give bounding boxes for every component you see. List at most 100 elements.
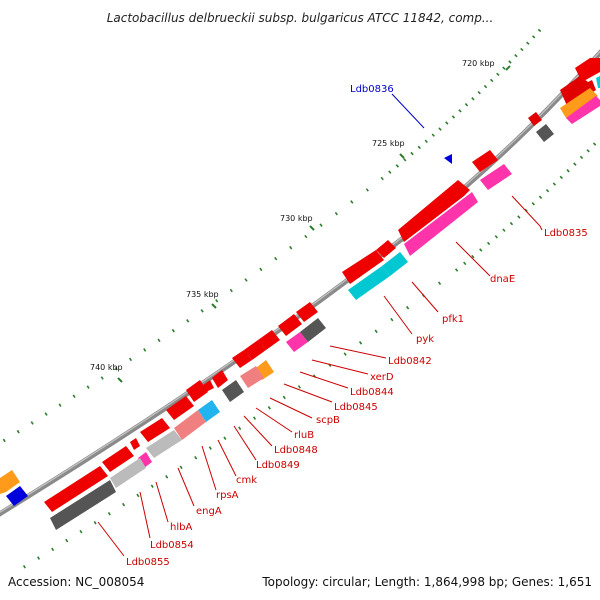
gene-feature[interactable] <box>6 486 28 506</box>
gene-feature-pfk1[interactable] <box>382 252 408 276</box>
gene-feature-scpb[interactable] <box>222 380 244 402</box>
tick-dot <box>514 54 518 58</box>
gene-label-ldb0848[interactable]: Ldb0848 <box>274 445 318 456</box>
gene-label-rlub[interactable]: rluB <box>294 430 314 441</box>
tick-dot <box>390 317 394 322</box>
gene-feature-ldb0854[interactable] <box>110 458 146 488</box>
gene-feature[interactable] <box>404 192 478 256</box>
gene-feature-ldb0842[interactable] <box>286 332 308 352</box>
tick-label-735: 735 kbp <box>186 290 219 299</box>
gene-feature[interactable] <box>0 470 20 494</box>
tick-dot <box>537 28 542 33</box>
gene-feature[interactable] <box>376 240 396 258</box>
gene-label-ldb0849[interactable]: Ldb0849 <box>256 460 300 471</box>
gene-feature-hlba[interactable] <box>138 452 152 468</box>
tick-dot <box>304 234 308 239</box>
gene-feature[interactable] <box>342 250 384 284</box>
gene-feature-ldb0855[interactable] <box>50 480 116 530</box>
tick-dot <box>526 41 530 45</box>
tick-dot <box>502 228 506 232</box>
gene-label-hlba[interactable]: hlbA <box>170 522 192 533</box>
gene-label-ldb0842[interactable]: Ldb0842 <box>388 356 432 367</box>
topology-summary: Topology: circular; Length: 1,864,998 bp… <box>261 575 592 589</box>
gene-feature-ldb0835[interactable] <box>480 164 512 190</box>
map-title: Lactobacillus delbrueckii subsp. bulgari… <box>107 11 494 25</box>
accession-text: Accession: NC_008054 <box>8 575 144 589</box>
tick-dot <box>437 281 442 285</box>
gene-feature-rlub[interactable] <box>186 380 208 402</box>
gene-label-enga[interactable]: engA <box>196 506 222 517</box>
gene-feature[interactable] <box>44 466 108 512</box>
tick-dot <box>297 385 301 389</box>
tick-dot <box>79 529 83 534</box>
gene-feature[interactable] <box>278 314 302 336</box>
gene-feature-xerd[interactable] <box>244 340 266 360</box>
gene-feature-rpsa[interactable] <box>146 430 182 458</box>
gene-feature-pyk[interactable] <box>348 266 390 300</box>
gene-feature-cmk[interactable] <box>140 418 170 442</box>
tick-dot <box>136 493 140 498</box>
tick-dot <box>215 298 219 303</box>
gene-label-scpb[interactable]: scpB <box>316 415 340 426</box>
gene-label-ldb0845[interactable]: Ldb0845 <box>334 402 378 413</box>
gene-label-ldb0854[interactable]: Ldb0854 <box>150 540 194 551</box>
tick-dot <box>395 164 400 168</box>
gene-label-xerd[interactable]: xerD <box>370 372 394 383</box>
gene-feature[interactable] <box>560 88 598 118</box>
tick-dot <box>405 305 410 310</box>
gene-feature-ldb0836[interactable] <box>444 154 452 164</box>
gene-label-cmk[interactable]: cmk <box>236 475 257 486</box>
tick-dot <box>592 142 597 146</box>
gene-feature[interactable] <box>596 76 600 88</box>
gene-label-ldb0855[interactable]: Ldb0855 <box>126 557 170 568</box>
gene-label-ldb0836[interactable]: Ldb0836 <box>350 84 394 95</box>
gene-label-pyk[interactable]: pyk <box>416 334 434 345</box>
gene-feature-enga[interactable] <box>102 446 134 472</box>
gene-feature[interactable] <box>296 302 318 322</box>
gene-feature[interactable] <box>560 76 596 108</box>
gene-feature[interactable] <box>130 438 140 450</box>
tick-dot <box>165 475 169 479</box>
gene-feature[interactable] <box>536 124 554 142</box>
gene-feature-dnae[interactable] <box>398 180 470 242</box>
tick-dot <box>520 47 524 52</box>
gene-feature-ldb0848[interactable] <box>198 400 220 422</box>
tick-dot <box>282 395 286 400</box>
gene-feature[interactable] <box>258 330 280 350</box>
gene-feature-ldb0845[interactable] <box>240 366 264 388</box>
tick-dot <box>471 97 475 101</box>
gene-label-ldb0844[interactable]: Ldb0844 <box>350 387 394 398</box>
tick-dot <box>334 211 338 216</box>
gene-label-ldb0835[interactable]: Ldb0835 <box>544 228 588 239</box>
gene-feature[interactable] <box>528 112 542 126</box>
gene-feature[interactable] <box>300 318 326 342</box>
gene-feature[interactable] <box>566 96 600 124</box>
tick-dot <box>483 84 488 89</box>
tick-dot <box>445 121 449 125</box>
gene-label-pfk1[interactable]: pfk1 <box>442 314 464 325</box>
tick-dot <box>431 133 435 137</box>
gene-feature[interactable] <box>232 350 252 368</box>
tick-dot <box>157 338 161 343</box>
tick-dot <box>122 502 126 507</box>
tick-dot <box>51 547 55 552</box>
tick-dot <box>458 109 462 113</box>
tick-dot <box>509 221 514 226</box>
tick-dot <box>186 319 190 323</box>
tick-dot <box>479 248 483 252</box>
tick-dot <box>454 268 459 272</box>
tick-dot <box>150 484 154 488</box>
tick-dot <box>223 436 227 440</box>
tick-dot <box>573 162 577 166</box>
gene-label-dnae[interactable]: dnaE <box>490 274 515 285</box>
tick-dot <box>451 115 456 119</box>
gene-feature[interactable] <box>575 58 600 82</box>
gene-feature-ldb0849[interactable] <box>174 410 206 440</box>
tick-dot <box>93 520 97 525</box>
gene-feature[interactable] <box>212 370 228 388</box>
gene-label-rpsa[interactable]: rpsA <box>216 490 239 501</box>
gene-feature[interactable] <box>472 150 498 172</box>
tick-dot <box>508 60 512 64</box>
gene-feature[interactable] <box>166 396 194 420</box>
